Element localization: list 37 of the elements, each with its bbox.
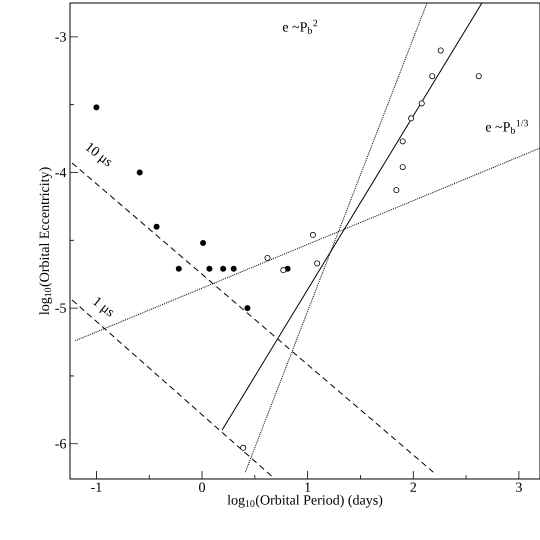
y-tick-label: -4 xyxy=(55,168,66,178)
point xyxy=(400,138,406,144)
point xyxy=(206,266,212,272)
point xyxy=(93,104,100,110)
y-axis-title: log$_{10}$(Orbital Eccentricity) xyxy=(39,167,52,315)
point xyxy=(476,73,482,80)
point xyxy=(280,267,286,274)
point xyxy=(408,115,414,122)
point xyxy=(438,47,444,54)
point xyxy=(176,266,182,272)
point xyxy=(220,266,226,272)
x-tick-label: 3 xyxy=(516,482,522,492)
point xyxy=(230,266,237,272)
point xyxy=(418,100,425,106)
x-tick-label: 1 xyxy=(305,482,310,492)
point xyxy=(264,254,271,261)
point xyxy=(240,444,246,451)
x-tick-label: 2 xyxy=(410,482,416,492)
point xyxy=(314,260,320,266)
x-axis-title: log$_{10}$(Orbital Period) (days) xyxy=(227,494,382,508)
point xyxy=(154,224,160,230)
x-tick-label: -1 xyxy=(91,482,102,492)
point xyxy=(400,164,406,170)
x-tick-label: 0 xyxy=(199,482,205,492)
annotation: e ~P$_{b}$1/3 xyxy=(486,120,528,134)
point xyxy=(244,305,250,312)
point xyxy=(200,240,206,246)
point xyxy=(310,232,316,238)
point xyxy=(429,73,436,80)
y-tick-label: -6 xyxy=(55,439,66,448)
point xyxy=(136,170,143,176)
annotation: e ~P$_{b}$2 xyxy=(282,20,318,34)
annotation: 10 μs xyxy=(85,143,112,166)
y-tick-label: -5 xyxy=(55,303,66,313)
y-tick-label: -3 xyxy=(55,32,66,42)
point xyxy=(393,187,400,194)
annotation: 1 μs xyxy=(92,298,114,316)
